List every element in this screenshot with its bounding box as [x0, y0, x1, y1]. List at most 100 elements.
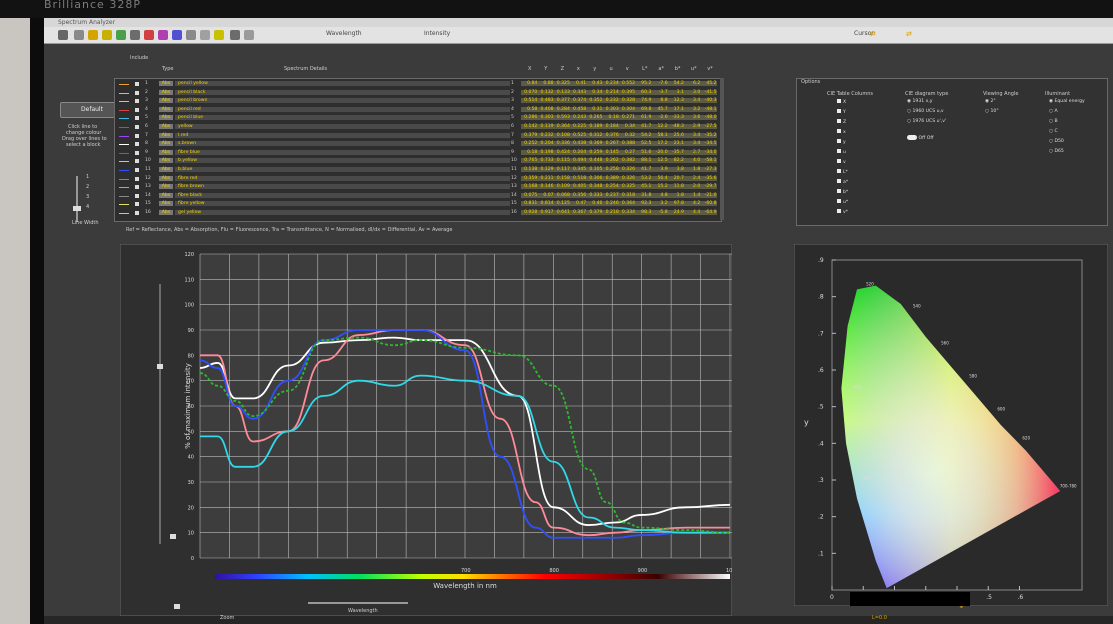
zoom-icon[interactable]: [186, 30, 196, 40]
table-row[interactable]: 7 Abs l.red 7 0.379 0.232 0.108 0.525 0.312 0.376…: [115, 132, 721, 140]
table-row[interactable]: 10 Abs b.yellow 10 0.765 0.733 0.115 0.494 0.448…: [115, 158, 721, 165]
include-checkbox[interactable]: [135, 99, 139, 104]
table-row[interactable]: 8 Abs s.brown 8 0.252 0.204 0.336 0.438 0.369 0.2…: [115, 141, 721, 148]
checkbox-box[interactable]: [837, 99, 841, 103]
row-name[interactable]: yellow: [175, 124, 510, 129]
row-name[interactable]: pencil yellow: [175, 81, 510, 86]
cie-column-checkbox[interactable]: u*: [837, 199, 848, 205]
line-colour-swatch[interactable]: [119, 84, 129, 85]
row-name[interactable]: pencil red: [175, 106, 510, 112]
row-name[interactable]: fibre black: [175, 192, 510, 198]
cie-column-checkbox[interactable]: u: [837, 149, 846, 155]
cie-column-checkbox[interactable]: b*: [837, 189, 848, 195]
cie-column-checkbox[interactable]: Y: [837, 109, 846, 115]
checkbox-box[interactable]: [837, 159, 841, 163]
table-row[interactable]: 4 Abs pencil red 4 0.58 0.408 0.284 0.458 0.31 0.…: [115, 106, 721, 114]
row-name[interactable]: pencil black: [175, 89, 510, 95]
table-row[interactable]: 11 Abs b.blue 11 0.138 0.129 0.117 0.345 0.105 0.…: [115, 167, 721, 174]
line-colour-swatch[interactable]: [119, 101, 129, 103]
include-checkbox[interactable]: [135, 193, 139, 198]
include-checkbox[interactable]: [135, 142, 139, 147]
include-checkbox[interactable]: [135, 116, 139, 121]
checkbox-box[interactable]: [837, 139, 841, 143]
angle-10-radio[interactable]: ○ 10°: [985, 109, 999, 114]
line-colour-swatch[interactable]: [119, 152, 129, 154]
row-name[interactable]: gel yellow: [175, 210, 510, 215]
row-name[interactable]: b.blue: [175, 167, 510, 172]
spectrum-series-line-5[interactable]: [199, 336, 731, 534]
table-row[interactable]: 5 Abs pencil blue 5 0.286 0.303 0.593 0.243 0.26…: [115, 115, 721, 122]
cie-column-checkbox[interactable]: v: [837, 159, 846, 165]
table-scrollbar[interactable]: [720, 78, 724, 220]
table-row[interactable]: 6 Abs yellow 6 0.142 0.119 0.364 0.225 0.189 0.18…: [115, 124, 721, 131]
checkbox-box[interactable]: [837, 199, 841, 203]
zoom-slider-thumb[interactable]: [174, 604, 180, 609]
illuminant-radio[interactable]: ◉ Equal energy: [1049, 99, 1085, 104]
row-name[interactable]: fibre brown: [175, 184, 510, 190]
table-row[interactable]: 15 Abs fibre yellow 15 0.831 0.814 0.125 0.47 0.…: [115, 201, 721, 208]
spectrum-series-line-1[interactable]: [199, 336, 731, 526]
include-checkbox[interactable]: [135, 176, 139, 181]
cie-column-checkbox[interactable]: x: [837, 129, 846, 135]
tools-icon[interactable]: [230, 30, 240, 40]
row-name[interactable]: pencil blue: [175, 115, 510, 121]
diagram-1976-radio[interactable]: ○ 1976 UCS u',v': [907, 119, 947, 124]
line-colour-swatch[interactable]: [119, 161, 129, 163]
line-colour-swatch[interactable]: [119, 187, 129, 189]
cie-column-checkbox[interactable]: v*: [837, 209, 848, 215]
row-name[interactable]: fibre blue: [175, 149, 510, 155]
row-name[interactable]: b.yellow: [175, 158, 510, 164]
illuminant-radio[interactable]: ○ D50: [1049, 139, 1064, 144]
line-width-slider-track[interactable]: [76, 176, 78, 222]
cursor-step-icon[interactable]: ⇄: [906, 30, 912, 38]
print-icon[interactable]: [74, 30, 84, 40]
wavelength-slider[interactable]: [308, 602, 408, 604]
save-icon[interactable]: [102, 30, 112, 40]
export-icon[interactable]: [214, 30, 224, 40]
row-name[interactable]: s.brown: [175, 141, 510, 147]
table-row[interactable]: 9 Abs fibre blue 9 0.18 0.198 0.424 0.204 0.259 0…: [115, 149, 721, 157]
spectrum-series-line-4[interactable]: [200, 374, 730, 534]
cie-column-checkbox[interactable]: a*: [837, 179, 848, 185]
zoom-slider-handle[interactable]: [157, 364, 163, 369]
include-checkbox[interactable]: [135, 168, 139, 172]
illuminant-radio[interactable]: ○ A: [1049, 109, 1058, 114]
line-colour-swatch[interactable]: [119, 170, 129, 171]
illuminant-radio[interactable]: ○ B: [1049, 119, 1058, 124]
cie-column-checkbox[interactable]: y: [837, 139, 846, 145]
line-width-slider-thumb[interactable]: [73, 206, 81, 211]
include-checkbox[interactable]: [135, 185, 139, 190]
row-name[interactable]: fibre yellow: [175, 201, 510, 207]
include-checkbox[interactable]: [135, 125, 139, 129]
refresh-icon[interactable]: [116, 30, 126, 40]
illuminant-radio[interactable]: ○ D65: [1049, 149, 1064, 154]
checkbox-box[interactable]: [837, 169, 841, 173]
line-colour-swatch[interactable]: [119, 135, 129, 137]
angle-2-radio[interactable]: ◉ 2°: [985, 99, 996, 104]
cursor-arrows-icon[interactable]: ⇄: [870, 30, 876, 38]
red-marker-icon[interactable]: [144, 30, 154, 40]
diagram-1931-radio[interactable]: ◉ 1931 x,y: [907, 99, 933, 104]
open-folder-icon[interactable]: [88, 30, 98, 40]
row-name[interactable]: l.red: [175, 132, 510, 138]
checkbox-box[interactable]: [837, 129, 841, 133]
line-colour-swatch[interactable]: [119, 118, 129, 120]
cie-column-checkbox[interactable]: X: [837, 99, 846, 105]
settings-icon[interactable]: [130, 30, 140, 40]
include-checkbox[interactable]: [135, 202, 139, 207]
checkbox-box[interactable]: [837, 109, 841, 113]
spectrum-series-line-3[interactable]: [199, 329, 730, 539]
diagram-1960-radio[interactable]: ○ 1960 UCS u,v: [907, 109, 944, 114]
checkbox-box[interactable]: [837, 179, 841, 183]
include-checkbox[interactable]: [135, 211, 139, 215]
line-colour-swatch[interactable]: [119, 144, 129, 146]
cie-chromaticity-diagram[interactable]: 0.1.2.3.4.5.6.1.2.3.4.5.6.7.8.9xy4805005…: [794, 244, 1108, 606]
row-name[interactable]: fibre red: [175, 175, 510, 181]
table-row[interactable]: 12 Abs fibre red 12 0.359 0.211 0.158 0.518 0.30…: [115, 175, 721, 183]
line-colour-swatch[interactable]: [119, 178, 129, 180]
table-row[interactable]: 14 Abs fibre black 14 0.075 0.07 0.068 0.356 0.3…: [115, 192, 721, 200]
table-row[interactable]: 2 Abs pencil black 2 0.070 0.132 0.133 0.343 0.3…: [115, 89, 721, 97]
menu-icon[interactable]: [58, 30, 68, 40]
cie-column-checkbox[interactable]: Z: [837, 119, 846, 125]
spectrum-series-line-2[interactable]: [200, 329, 730, 537]
